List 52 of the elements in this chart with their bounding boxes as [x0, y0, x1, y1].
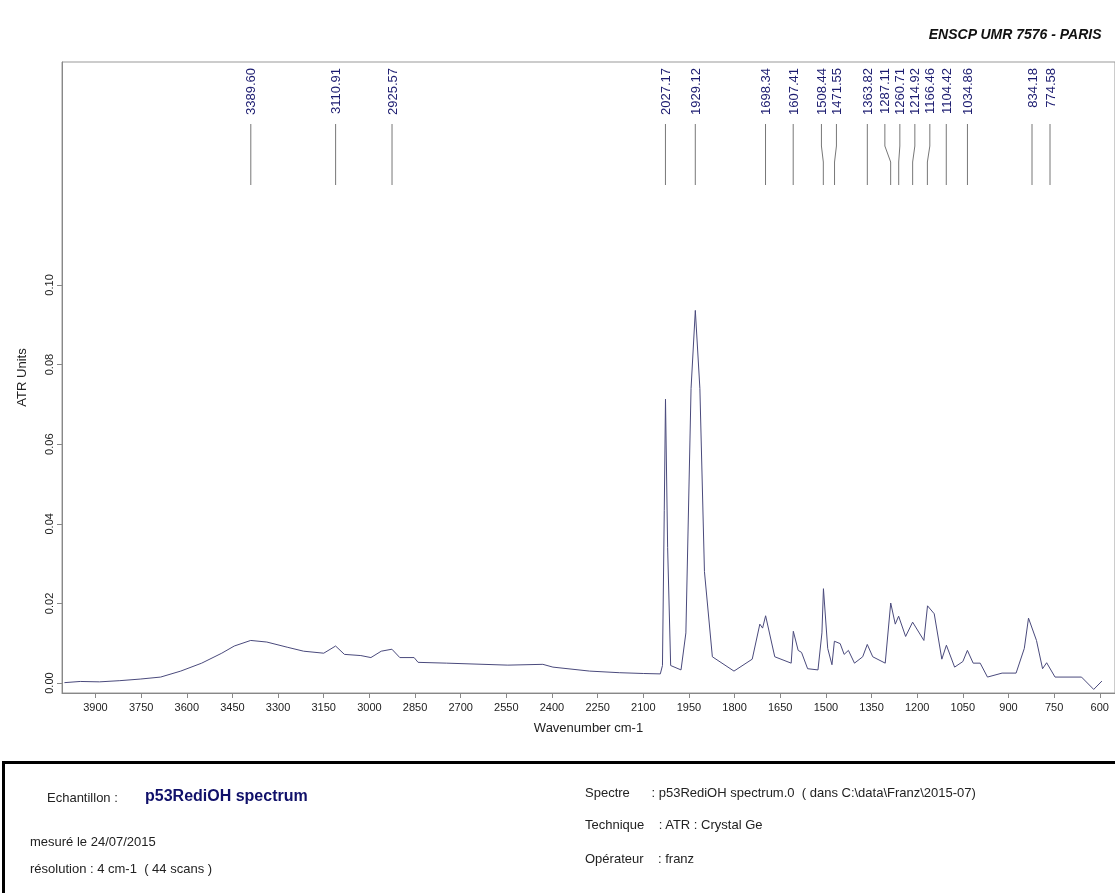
info-panel: Echantillon : p53RediOH spectrum mesuré le 24/07/2015 résolution : 4 cm-1 ( 44 scans ) Spectre : p53RediOH spectrum.0 ( dans C:\data\Franz\2015-07) Technique : ATR : Crystal Ge Opérateur : franz — [2, 761, 1115, 893]
chart-title: ENSCP UMR 7576 - PARIS — [928, 26, 1103, 42]
annotation: 1260.71 — [892, 68, 908, 115]
x-tick-label: 3150 — [311, 700, 336, 713]
y-tick-label: 0.08 — [42, 353, 55, 376]
annotation: 1104.42 — [938, 68, 954, 115]
x-tick-label: 2400 — [539, 700, 565, 713]
x-tick-label: 3900 — [83, 700, 108, 713]
annotation: 1508.44 — [813, 68, 829, 115]
annotation: 1607.41 — [785, 68, 801, 115]
x-tick-label: 2850 — [402, 700, 428, 713]
annotation: 1363.82 — [859, 68, 875, 115]
x-tick-label: 1950 — [676, 700, 702, 713]
annotation: 1287.11 — [877, 68, 893, 115]
y-tick-label: 0.06 — [42, 433, 55, 455]
x-tick-label: 3000 — [357, 700, 382, 713]
x-tick-label: 3750 — [128, 700, 154, 713]
y-tick-label: 0.10 — [42, 274, 55, 296]
annotation: 2925.57 — [384, 68, 400, 115]
annotation: 1698.34 — [758, 68, 774, 115]
annotation: 1471.55 — [828, 68, 844, 115]
y-tick-label: 0.00 — [42, 672, 55, 694]
annotation: 3110.91 — [328, 68, 344, 115]
y-tick-label: 0.04 — [42, 513, 55, 535]
annotation: 834.18 — [1024, 68, 1040, 108]
annotation: 3389.60 — [243, 68, 259, 115]
y-tick-label: 0.02 — [42, 592, 55, 615]
x-tick-label: 2550 — [494, 700, 519, 713]
annotation: 1214.92 — [907, 68, 923, 115]
annotation: 774.58 — [1042, 68, 1058, 108]
x-tick-label: 3450 — [220, 700, 245, 713]
x-tick-label: 2700 — [448, 700, 473, 713]
x-tick-label: 750 — [1044, 700, 1064, 713]
x-tick-label: 1350 — [859, 700, 884, 713]
annotation: 1034.86 — [959, 68, 975, 115]
x-tick-label: 3600 — [174, 700, 200, 713]
y-axis-title: ATR Units — [14, 347, 29, 407]
annotation: 2027.17 — [657, 68, 673, 115]
x-tick-label: 1200 — [904, 700, 930, 713]
x-tick-label: 3300 — [265, 700, 291, 713]
x-axis-title: Wavenumber cm-1 — [533, 720, 644, 735]
x-tick-label: 600 — [1090, 700, 1109, 713]
annotation: 1929.12 — [687, 68, 703, 115]
x-tick-label: 2250 — [585, 700, 610, 713]
x-tick-label: 1650 — [767, 700, 793, 713]
x-tick-label: 2100 — [631, 700, 656, 713]
x-tick-label: 1800 — [722, 700, 747, 713]
x-tick-label: 1500 — [813, 700, 839, 713]
x-tick-label: 900 — [999, 700, 1018, 713]
x-tick-label: 1050 — [950, 700, 976, 713]
annotation: 1166.46 — [922, 68, 938, 115]
line-series — [63, 309, 1103, 690]
